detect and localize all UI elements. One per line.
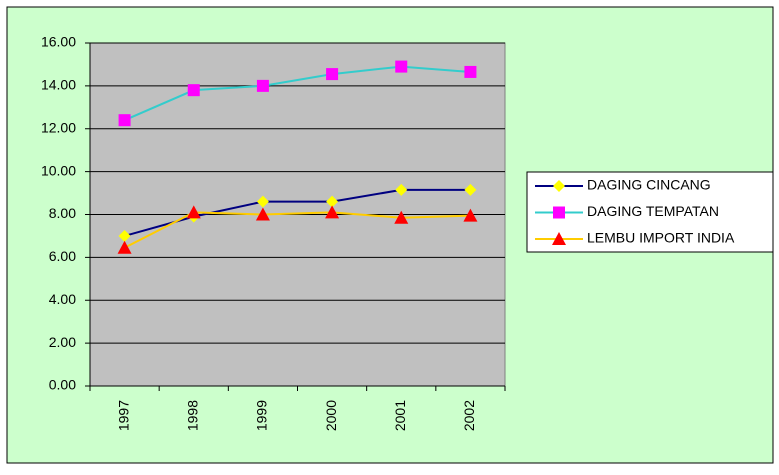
legend-marker <box>552 232 566 245</box>
legend-label: DAGING TEMPATAN <box>587 203 719 219</box>
x-tick-label: 1997 <box>115 400 131 431</box>
marker <box>464 183 477 196</box>
legend-label: LEMBU IMPORT INDIA <box>587 230 735 246</box>
legend-marker <box>553 180 565 192</box>
marker <box>118 114 131 127</box>
x-tick-label: 1999 <box>254 400 270 431</box>
marker <box>256 79 269 92</box>
marker <box>395 60 408 73</box>
marker <box>463 208 478 222</box>
series-line <box>124 65 471 122</box>
series-line <box>124 211 471 249</box>
x-tick-label: 2000 <box>323 400 339 431</box>
y-tick-label: 4.00 <box>49 291 76 307</box>
series-line <box>124 188 471 237</box>
y-tick-label: 16.00 <box>41 34 76 50</box>
marker <box>255 207 270 221</box>
marker <box>395 183 408 196</box>
y-tick-label: 12.00 <box>41 119 76 135</box>
marker <box>326 68 339 81</box>
marker <box>256 195 269 208</box>
marker <box>186 205 201 219</box>
y-tick-label: 6.00 <box>49 248 76 264</box>
y-tick-label: 8.00 <box>49 205 76 221</box>
marker <box>464 65 477 78</box>
x-tick-label: 1998 <box>184 400 200 431</box>
y-tick-label: 0.00 <box>49 377 76 393</box>
legend-marker <box>553 206 565 219</box>
marker <box>117 240 132 254</box>
x-tick-label: 2002 <box>461 400 477 431</box>
marker <box>187 84 200 97</box>
legend-label: DAGING CINCANG <box>587 177 711 193</box>
marker <box>118 229 131 242</box>
marker <box>394 210 409 224</box>
y-tick-label: 10.00 <box>41 162 76 178</box>
y-tick-label: 2.00 <box>49 334 76 350</box>
marker <box>326 195 339 208</box>
x-tick-label: 2001 <box>392 400 408 431</box>
marker <box>325 205 340 219</box>
y-tick-label: 14.00 <box>41 77 76 93</box>
